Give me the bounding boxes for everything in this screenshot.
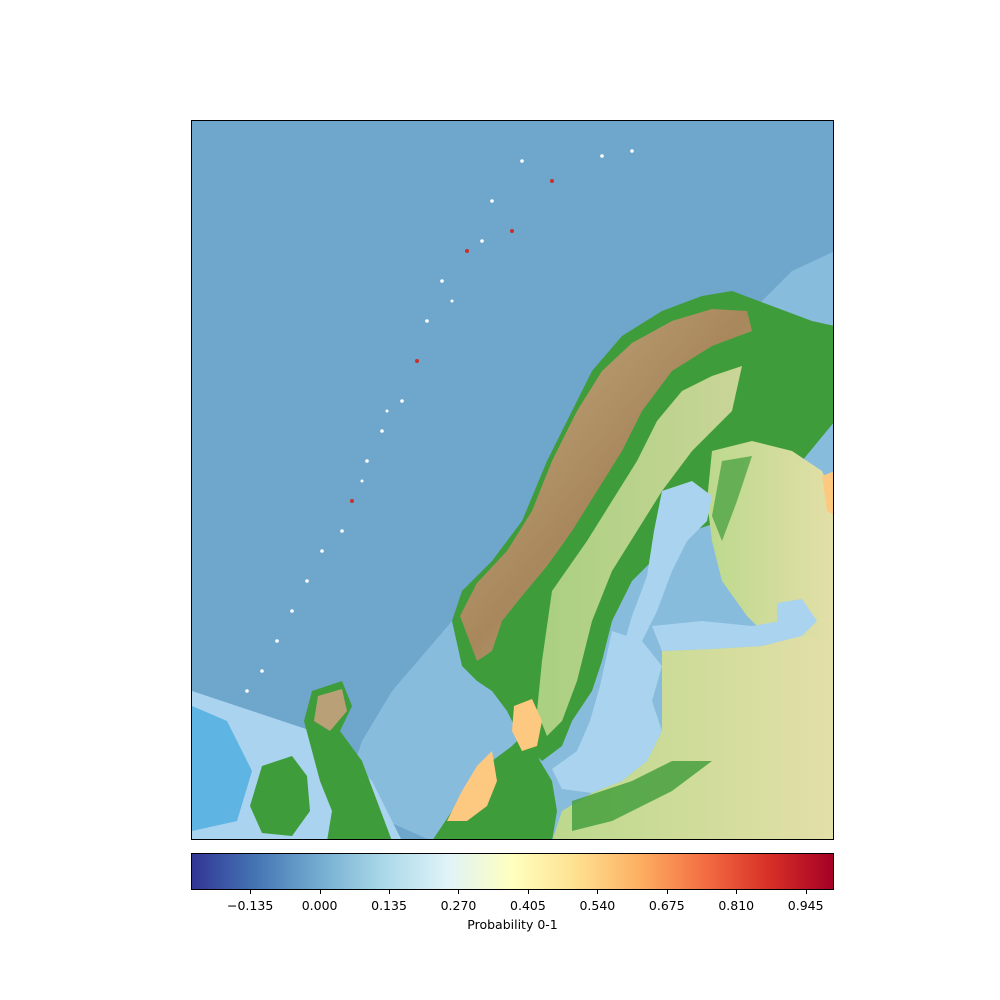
colorbar-tick-mark (250, 890, 252, 894)
colorbar-tick-label: 0.405 (510, 898, 546, 913)
baltic-sea (552, 631, 662, 793)
observation-points (245, 149, 634, 693)
gulf-of-bothnia (622, 481, 712, 651)
scandinavian-mountains (460, 309, 752, 661)
colorbar-label: Probability 0-1 (467, 917, 558, 932)
map-frame[interactable] (191, 120, 834, 840)
colorbar-gradient (192, 854, 833, 889)
colorbar-tick-mark (736, 890, 738, 894)
colorbar-tick-label: 0.135 (371, 898, 407, 913)
colorbar-tick-mark (666, 890, 668, 894)
colorbar-tick-mark (319, 890, 321, 894)
colorbar-tick-label: 0.000 (301, 898, 338, 913)
colorbar-tick-mark (458, 890, 460, 894)
colorbar-tick-mark (597, 890, 599, 894)
colorbar-tick-mark (805, 890, 807, 894)
colorbar-tick-mark (527, 890, 529, 894)
ireland (250, 756, 310, 836)
colorbar-tick-label: 0.675 (648, 898, 685, 913)
high-probability-zone (447, 751, 497, 821)
colorbar-tick-label: 0.270 (440, 898, 477, 913)
colorbar-tick-label: 0.810 (718, 898, 755, 913)
map-canvas[interactable] (192, 121, 834, 840)
colorbar-tick-label: 0.945 (787, 898, 824, 913)
colorbar-tick-label: −0.135 (227, 898, 274, 913)
colorbar-ticks: −0.135 0.000 0.135 0.270 0.405 0.540 0.675 0.81… (191, 890, 834, 920)
gulf-of-finland (652, 619, 802, 651)
colorbar-tick-label: 0.540 (579, 898, 616, 913)
colorbar (191, 853, 834, 890)
colorbar-tick-mark (389, 890, 391, 894)
